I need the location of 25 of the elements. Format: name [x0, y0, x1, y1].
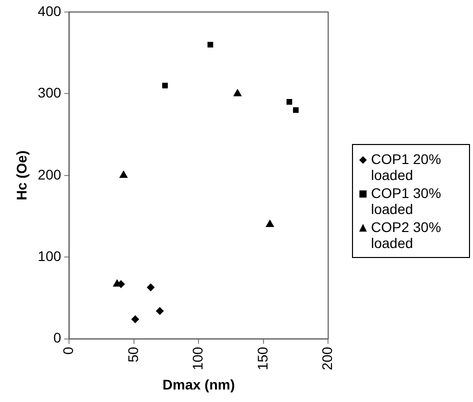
- y-tick-label: 200: [38, 166, 62, 182]
- point: [233, 88, 242, 96]
- point: [292, 107, 299, 113]
- x-axis-title: Dmax (nm): [162, 376, 235, 392]
- y-tick-label: 400: [38, 2, 62, 19]
- x-tick-label: 50: [124, 346, 141, 362]
- point: [162, 82, 168, 88]
- legend-label: COP2 30% loaded: [371, 219, 442, 251]
- point: [119, 170, 128, 178]
- x-tick-label: 0: [60, 346, 76, 355]
- point: [286, 99, 292, 105]
- point: [131, 315, 140, 324]
- point: [146, 283, 155, 292]
- point: [156, 307, 164, 316]
- y-tick-label: 300: [38, 84, 62, 101]
- y-tick-label: 100: [38, 248, 62, 264]
- x-tick-label: 150: [254, 346, 270, 370]
- y-axis-title: Hc (Oe): [13, 150, 30, 200]
- point: [208, 42, 214, 48]
- x-tick-label: 100: [190, 346, 206, 370]
- x-tick-label: 200: [319, 346, 336, 370]
- legend-label: COP1 30% loaded: [371, 185, 442, 217]
- y-tick-label: 0: [53, 330, 62, 346]
- legend-label: COP1 20% loaded: [371, 151, 442, 183]
- point: [266, 219, 274, 227]
